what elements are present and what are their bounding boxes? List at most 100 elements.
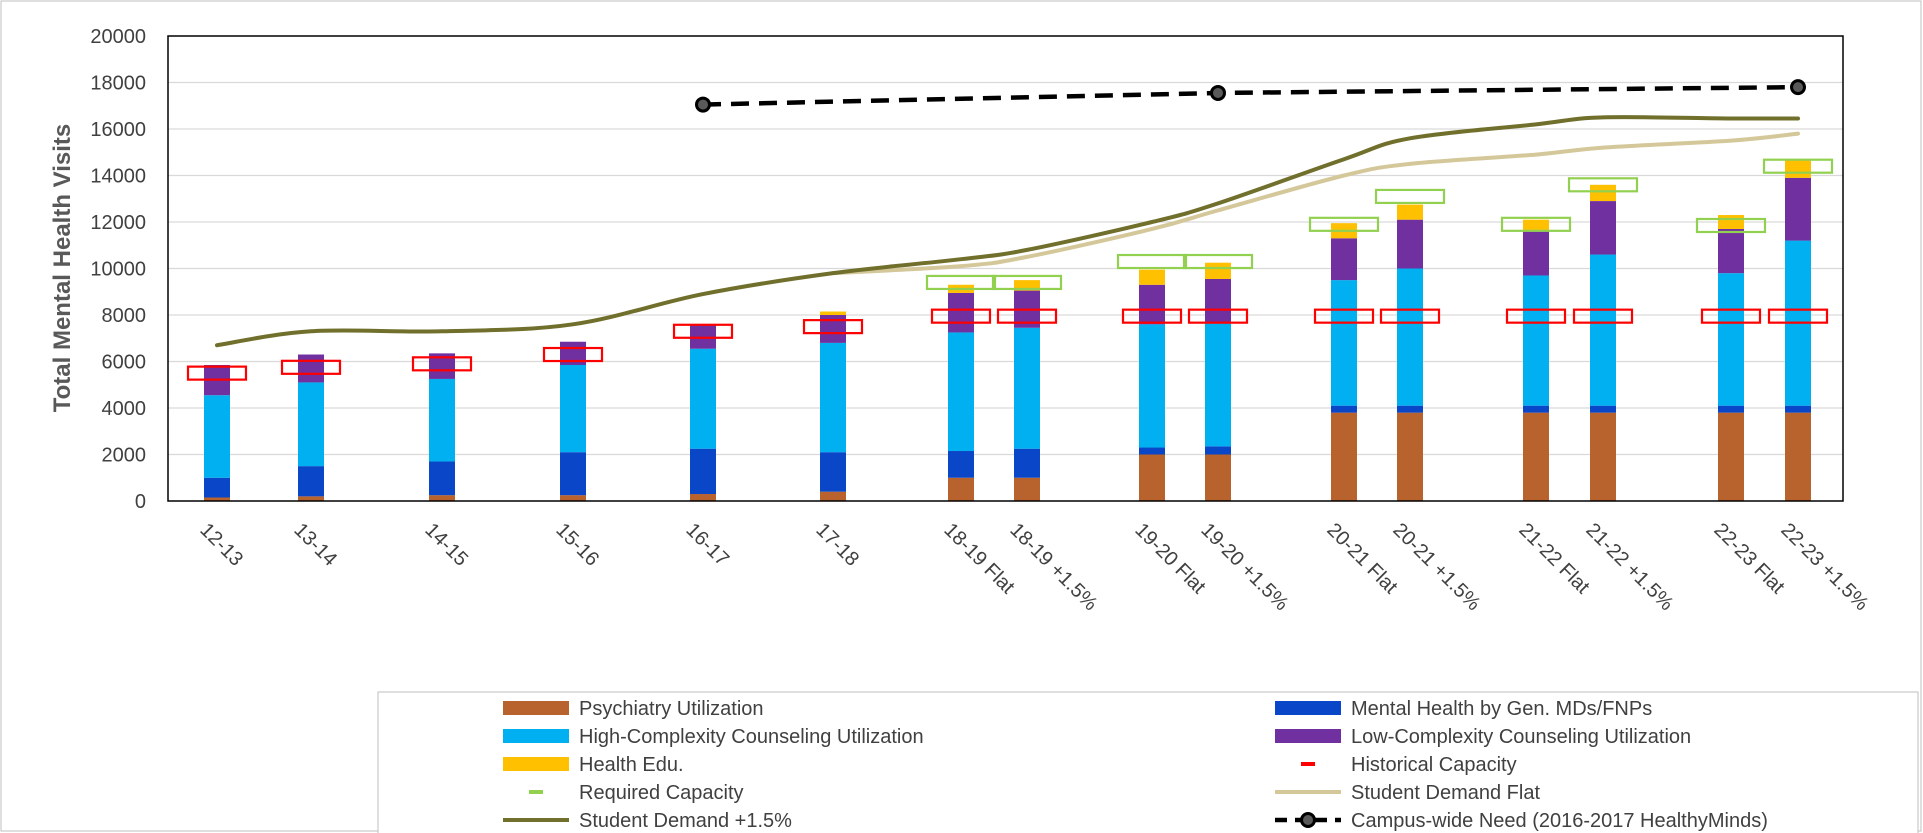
bar-segment [1014, 448, 1040, 478]
bar-segment [690, 348, 716, 449]
bar-series [204, 159, 1811, 501]
y-tick-label: 14000 [90, 166, 146, 188]
bar-segment [1718, 215, 1744, 229]
capacity-marker [411, 356, 473, 372]
bar-segment [560, 495, 586, 501]
legend-swatch [503, 701, 569, 715]
bar-segment [204, 477, 230, 498]
y-tick-label: 0 [135, 491, 146, 513]
y-tick-label: 20000 [90, 26, 146, 48]
bar-segment [1785, 405, 1811, 413]
bar-segment [690, 448, 716, 495]
capacity-marker [1121, 308, 1183, 324]
bar-segment [1139, 284, 1165, 325]
plot-area [167, 35, 1844, 502]
bar-segment [429, 495, 455, 501]
capacity-marker [1500, 216, 1572, 232]
bar-segment [1397, 405, 1423, 413]
bar-segment [1590, 412, 1616, 501]
y-tick-label: 10000 [90, 259, 146, 281]
capacity-marker [1116, 253, 1188, 270]
bar-segment [1523, 405, 1549, 413]
capacity-marker [1313, 308, 1375, 324]
legend-label: Low-Complexity Counseling Utilization [1351, 726, 1691, 748]
series-line [831, 131, 1800, 276]
legend-label: Historical Capacity [1351, 754, 1517, 776]
bar-segment [820, 452, 846, 492]
y-tick-label: 4000 [102, 398, 147, 420]
capacity-marker [1187, 308, 1249, 324]
y-axis-label: Total Mental Health Visits [49, 124, 76, 413]
y-tick-label: 16000 [90, 119, 146, 141]
bar-segment [1590, 184, 1616, 202]
capacity-marker [1695, 217, 1767, 234]
legend-label: Student Demand +1.5% [579, 810, 792, 832]
bar-segment [429, 378, 455, 462]
line-series [215, 79, 1806, 348]
bar-segment [948, 477, 974, 501]
bar-segment [1205, 262, 1231, 279]
bar-segment [1139, 269, 1165, 285]
bar-segment [820, 311, 846, 315]
series-line [215, 115, 1800, 348]
bar-segment [1523, 219, 1549, 232]
capacity-marker [1308, 216, 1380, 232]
capacity-marker [1767, 308, 1829, 324]
legend-label: Student Demand Flat [1351, 782, 1540, 804]
bar-segment [1139, 447, 1165, 455]
capacity-marker [802, 319, 864, 335]
bar-segment [820, 491, 846, 501]
capacity-marker [1700, 308, 1762, 324]
legend-label: Psychiatry Utilization [579, 698, 764, 720]
legend-label: Required Capacity [579, 782, 744, 804]
capacity-marker [672, 323, 734, 339]
capacity-marker [1374, 188, 1446, 205]
legend-swatch [1300, 812, 1316, 828]
series-point [1210, 84, 1226, 101]
legend-swatch [1275, 729, 1341, 743]
bar-segment [1331, 238, 1357, 281]
capacity-marker [1379, 308, 1441, 324]
capacity-marker [542, 346, 604, 363]
legend-label: Health Edu. [579, 754, 684, 776]
bar-segment [1718, 412, 1744, 501]
legend-swatch [503, 757, 569, 771]
y-axis-ticks: 0 2000 4000 6000 8000 10000 12000 14000 16000 180… [90, 26, 146, 513]
bar-segment [1397, 219, 1423, 269]
bar-segment [1718, 273, 1744, 406]
legend-box [377, 691, 1919, 833]
y-tick-label: 8000 [102, 305, 147, 327]
capacity-marker [925, 274, 997, 291]
bar-segment [820, 342, 846, 453]
bar-segment [298, 466, 324, 497]
bar-segment [1523, 231, 1549, 276]
bar-segment [1397, 204, 1423, 220]
series-point [695, 96, 711, 113]
bar-segment [1205, 278, 1231, 324]
bar-segment [1014, 477, 1040, 501]
capacity-marker [996, 308, 1058, 324]
capacity-markers [186, 158, 1834, 381]
bar-segment [429, 461, 455, 496]
bar-segment [690, 324, 716, 349]
y-tick-label: 6000 [102, 352, 147, 374]
capacity-marker [186, 365, 248, 381]
bar-segment [1523, 275, 1549, 406]
legend-label: High-Complexity Counseling Utilization [579, 726, 924, 748]
legend-swatch [503, 729, 569, 743]
series-point [1790, 79, 1806, 96]
bar-segment [1590, 254, 1616, 406]
bar-segment [1014, 280, 1040, 291]
y-tick-label: 18000 [90, 73, 146, 95]
bar-segment [298, 354, 324, 383]
legend: Psychiatry Utilization Mental Health by G… [503, 698, 1768, 832]
bar-segment [1331, 280, 1357, 406]
capacity-marker [930, 308, 992, 324]
bar-segment [298, 382, 324, 467]
capacity-marker [991, 274, 1063, 291]
bar-segment [1785, 177, 1811, 241]
bar-segment [1331, 412, 1357, 501]
bar-segment [690, 494, 716, 501]
legend-swatch [1275, 701, 1341, 715]
